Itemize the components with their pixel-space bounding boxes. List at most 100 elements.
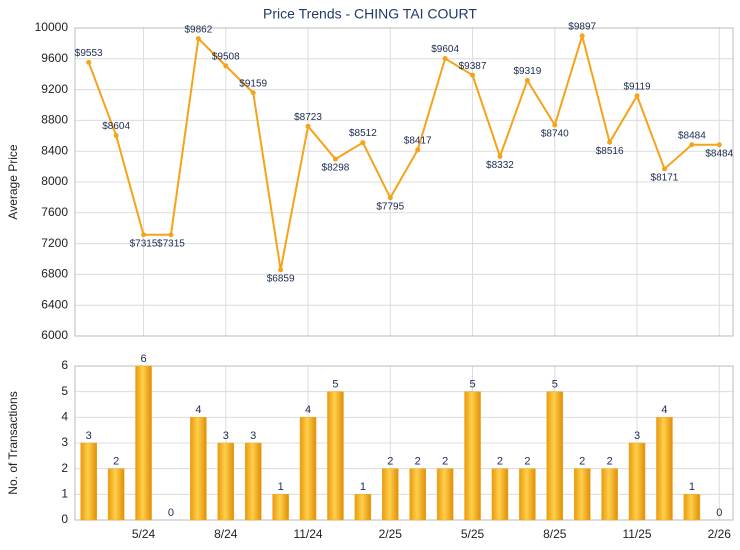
value-label: 3 [223,430,229,442]
point [168,232,174,238]
bar [107,468,125,521]
bar [519,468,536,521]
value-label: $9604 [431,44,459,55]
point [250,90,256,96]
value-label: 2 [415,456,421,468]
point [360,140,366,146]
bar [354,494,372,521]
value-label: 0 [716,507,722,519]
bar [683,494,701,521]
point [141,232,147,238]
y-tick-label: 9200 [41,82,68,96]
y-tick-label: 8800 [41,113,68,127]
bar [656,417,673,521]
y-tick-label: 6800 [41,267,68,281]
value-label: $7795 [376,201,404,212]
plot-frame [74,27,734,337]
price-line [87,32,720,271]
bar [409,468,426,521]
x-tick-label: 8/24 [214,527,238,541]
value-label: $9159 [239,78,267,89]
value-label: 4 [661,404,667,416]
y-tick-label: 7200 [41,236,68,250]
y-tick-label: 5 [61,384,68,398]
bar [244,442,262,521]
point [716,142,722,148]
value-label: 3 [86,430,92,442]
value-label: 1 [360,481,366,493]
point [607,139,613,145]
x-tick-label: 5/24 [132,527,156,541]
point [579,33,585,39]
value-label: $7315 [130,238,158,249]
bar [573,468,591,521]
y-tick-label: 10000 [35,20,69,34]
value-label: 3 [250,430,256,442]
point [223,63,229,69]
chart-title: Price Trends - CHING TAI COURT [263,6,477,22]
point [470,72,476,78]
bar [80,442,97,521]
value-label: 5 [332,379,338,391]
value-label: 2 [579,456,585,468]
value-label: 6 [140,353,146,365]
value-label: $8516 [596,146,624,157]
y-tick-label: 2 [61,461,68,475]
y-tick-label: 3 [61,435,68,449]
value-label: $8171 [651,172,679,183]
value-label: $9319 [513,66,541,77]
point [689,142,695,148]
y-tick-label: 6000 [41,328,68,342]
value-label: $8332 [486,160,514,171]
point [661,166,667,172]
value-label: $9508 [212,52,240,63]
value-label: $9897 [568,22,596,33]
value-label: $9387 [459,61,487,72]
value-label: 1 [689,481,695,493]
point [305,123,311,129]
value-label: 5 [552,379,558,391]
y-tick-label: 8400 [41,143,68,157]
y-tick-label: 1 [61,487,68,501]
x-tick-label: 2/25 [379,527,403,541]
value-label: 4 [195,404,201,416]
y-tick-label: 6 [61,358,68,372]
bar [601,468,618,521]
y-axis-title: No. of Transactions [6,391,20,494]
value-label: $7315 [157,238,185,249]
value-label: $8298 [322,163,350,174]
point [387,195,393,201]
y-tick-label: 8000 [41,174,68,188]
value-label: $8512 [349,128,377,139]
value-label: $8604 [102,121,130,132]
value-label: $9553 [75,48,103,59]
y-tick-label: 0 [61,512,68,526]
value-label: 1 [278,481,284,493]
value-label: 2 [497,456,503,468]
bar [217,442,235,521]
y-tick-label: 9600 [41,51,68,65]
point [113,132,119,138]
value-label: $9862 [184,24,212,35]
x-tick-label: 11/25 [622,527,651,541]
value-label: $8484 [705,148,733,159]
bar [272,494,289,521]
bar [190,417,207,521]
point [634,93,640,99]
bar [436,468,454,521]
value-label: $8417 [404,136,432,147]
value-label: 5 [469,379,475,391]
x-tick-label: 8/25 [543,527,567,541]
bar [135,365,152,521]
value-label: 2 [387,456,393,468]
y-tick-label: 4 [61,410,68,424]
point [442,55,448,61]
x-tick-label: 11/24 [293,527,322,541]
bar [327,391,344,521]
value-label: $8740 [541,129,569,140]
bar [546,391,564,521]
value-label: 3 [634,430,640,442]
bar [299,417,317,521]
point [195,36,201,42]
